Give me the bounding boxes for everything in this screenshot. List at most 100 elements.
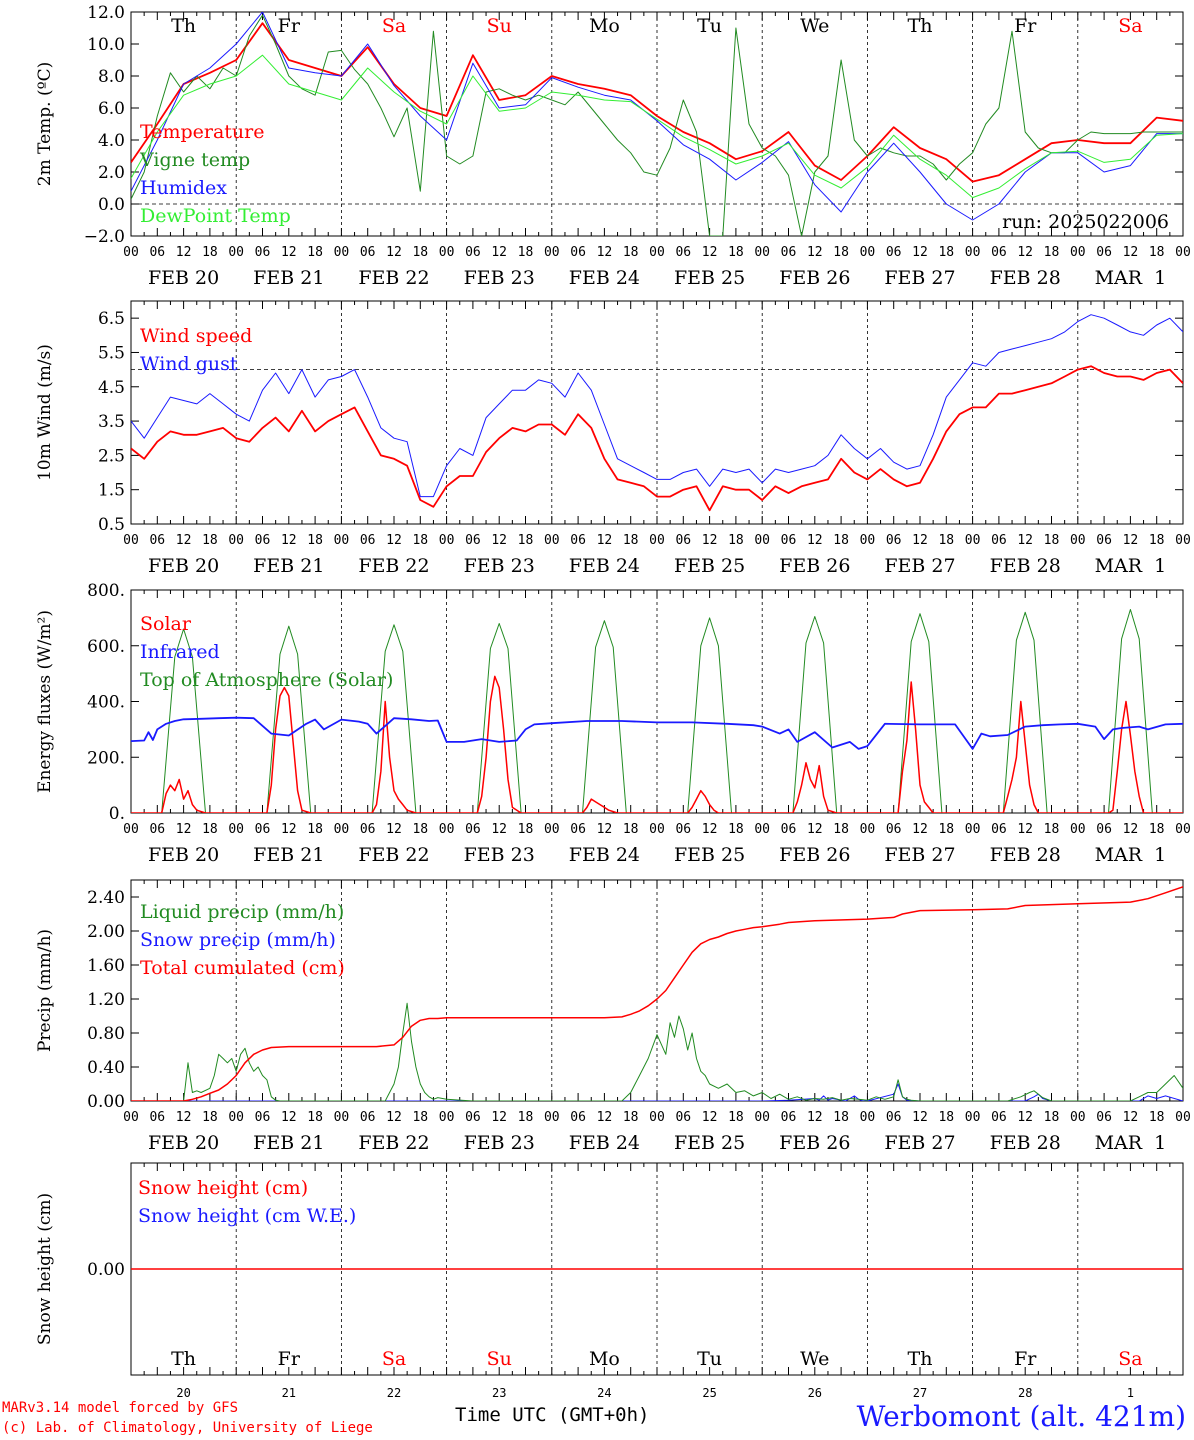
weekday-label: We [800,1348,829,1370]
x-tick-label: 12 [1017,1110,1033,1125]
x-tick-label: 00 [649,533,665,548]
x-tick-label: 06 [465,245,481,260]
x-tick-label: 00 [754,822,770,837]
x-tick-label: 18 [623,1110,639,1125]
date-label: MAR 1 [1095,267,1167,289]
panel-5: 0.00 Snow height (cm) 20 21 22 23 24 25 26 27 28 1 T… [35,1162,1184,1400]
y-tick-label: 800. [87,581,125,601]
weekday-label: Su [487,15,512,37]
x-tick-label: 00 [439,822,455,837]
x-tick-label: 12 [281,533,297,548]
date-label: FEB 22 [358,267,429,289]
x-tick-label: 00 [123,533,139,548]
weekday-label: Fr [1014,1348,1037,1370]
x-tick-label: 06 [255,533,271,548]
x-tick-label: 06 [991,822,1007,837]
x-tick-label: 12 [807,1110,823,1125]
y-tick-label: 10.0 [87,35,125,55]
x-tick-label: 18 [1044,1110,1060,1125]
x-tick-label: 06 [149,245,165,260]
date-label: FEB 23 [464,844,535,866]
x-tick-label: 00 [228,245,244,260]
legend-entry: Top of Atmosphere (Solar) [140,669,393,691]
x-tick-label: 00 [965,533,981,548]
day-number: 20 [176,1386,190,1400]
x-tick-label: 00 [439,245,455,260]
date-label: FEB 21 [253,844,324,866]
x-tick-label: 12 [1123,822,1139,837]
x-tick-label: 06 [360,245,376,260]
x-tick-label: 00 [123,245,139,260]
x-tick-label: 18 [623,533,639,548]
x-tick-label: 00 [649,822,665,837]
x-tick-label: 06 [360,1110,376,1125]
date-label: FEB 22 [358,555,429,577]
x-tick-label: 18 [938,1110,954,1125]
date-label: MAR 1 [1095,1132,1167,1154]
x-tick-label: 00 [1070,822,1086,837]
x-tick-label: 12 [176,1110,192,1125]
y-tick-label: 3.5 [98,412,125,432]
legend-entry: DewPoint Temp [140,205,291,227]
x-tick-label: 00 [544,533,560,548]
x-tick-label: 00 [334,245,350,260]
day-number: 23 [492,1386,506,1400]
x-tick-label: 12 [597,822,613,837]
date-label: FEB 20 [148,1132,219,1154]
x-tick-label: 00 [649,1110,665,1125]
date-label: FEB 20 [148,267,219,289]
x-tick-label: 18 [202,1110,218,1125]
x-tick-label: 06 [781,1110,797,1125]
y-tick-label: 0.40 [87,1058,125,1078]
series-line-humidex [131,12,1183,221]
date-label: FEB 21 [253,1132,324,1154]
date-label: FEB 27 [884,844,955,866]
x-tick-label: 18 [518,822,534,837]
weekday-label: Su [487,1348,512,1370]
x-tick-label: 12 [386,1110,402,1125]
x-tick-label: 18 [412,245,428,260]
x-tick-label: 18 [833,822,849,837]
weekday-label: Tu [697,15,722,37]
x-tick-label: 06 [781,533,797,548]
date-label: FEB 20 [148,555,219,577]
panel-1: −2.0 0.0 2.0 4.0 6.0 8.0 10.0 12.0 2m Temp. (ºC)… [35,3,1191,289]
date-label: FEB 24 [569,1132,640,1154]
y-tick-label: 8.0 [98,67,125,87]
date-label: FEB 23 [464,555,535,577]
x-tick-label: 06 [570,1110,586,1125]
x-tick-label: 18 [728,1110,744,1125]
date-label: FEB 23 [464,1132,535,1154]
x-tick-label: 06 [465,1110,481,1125]
x-tick-label: 12 [1017,533,1033,548]
x-tick-label: 06 [781,245,797,260]
x-tick-label: 06 [991,245,1007,260]
weekday-label: Sa [382,1348,406,1370]
day-number: 25 [702,1386,716,1400]
x-tick-label: 12 [281,822,297,837]
x-tick-label: 06 [991,1110,1007,1125]
plot-frame [130,300,1184,525]
legend-entry: Total cumulated (cm) [140,957,345,979]
x-tick-label: 06 [1096,245,1112,260]
date-label: FEB 27 [884,555,955,577]
series-line-wind-speed [131,365,1183,512]
x-tick-label: 06 [886,822,902,837]
x-tick-label: 00 [965,245,981,260]
station-label: Werbomont (alt. 421m) [856,1400,1186,1433]
x-tick-label: 12 [1123,245,1139,260]
x-tick-label: 12 [1017,822,1033,837]
x-tick-label: 00 [1070,1110,1086,1125]
date-label: FEB 25 [674,555,745,577]
x-tick-label: 06 [1096,1110,1112,1125]
x-tick-label: 06 [570,822,586,837]
x-tick-label: 06 [886,1110,902,1125]
x-tick-label: 12 [281,1110,297,1125]
x-tick-label: 12 [807,245,823,260]
legend-entry: Snow height (cm W.E.) [138,1205,356,1227]
y-tick-label: 6.5 [98,309,125,329]
legend-entry: Snow precip (mm/h) [140,929,336,951]
x-tick-label: 06 [675,822,691,837]
x-tick-label: 18 [307,533,323,548]
x-tick-label: 18 [833,245,849,260]
